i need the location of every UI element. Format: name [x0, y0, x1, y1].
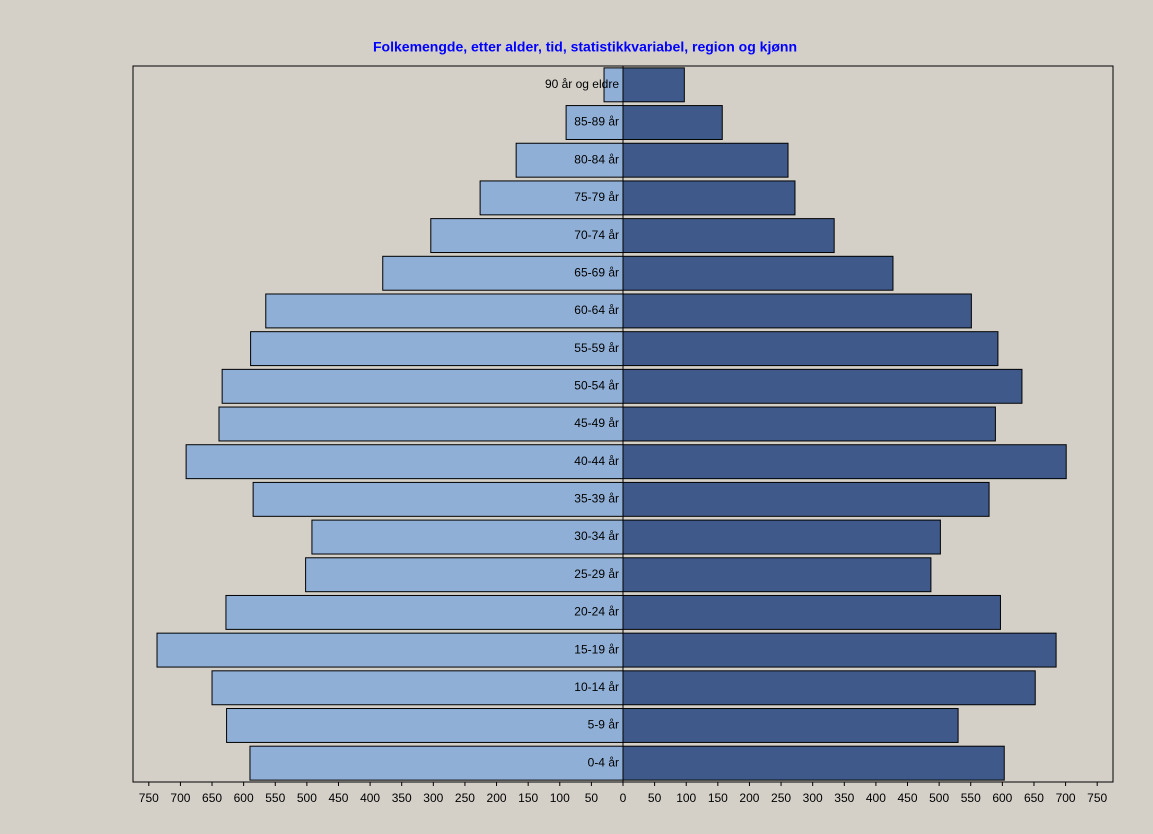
x-tick-label: 0 — [620, 791, 627, 805]
bar — [622, 331, 999, 367]
bar — [479, 180, 624, 216]
category-label: 45-49 år — [574, 416, 619, 430]
bar — [252, 481, 624, 517]
x-tick-label: 400 — [866, 791, 886, 805]
x-tick-label: 450 — [898, 791, 918, 805]
bar — [430, 218, 624, 254]
bar — [622, 632, 1057, 668]
category-label: 80-84 år — [574, 152, 619, 166]
x-tick-label: 700 — [1056, 791, 1076, 805]
category-label: 25-29 år — [574, 567, 619, 581]
category-label: 55-59 år — [574, 341, 619, 355]
category-label: 15-19 år — [574, 642, 619, 656]
x-tick-label: 600 — [234, 791, 254, 805]
category-label: 70-74 år — [574, 228, 619, 242]
bar — [622, 368, 1023, 404]
x-tick-label: 300 — [803, 791, 823, 805]
x-tick-label: 400 — [360, 791, 380, 805]
x-tick-label: 550 — [961, 791, 981, 805]
bar — [622, 67, 685, 103]
bar — [211, 670, 624, 706]
category-label: 90 år og eldre — [545, 77, 619, 91]
x-tick-label: 350 — [834, 791, 854, 805]
category-label: 5-9 år — [588, 718, 619, 732]
bar — [622, 745, 1005, 781]
category-label: 40-44 år — [574, 454, 619, 468]
bar — [622, 142, 789, 178]
x-tick-label: 500 — [297, 791, 317, 805]
category-label: 85-89 år — [574, 115, 619, 129]
x-tick-label: 50 — [585, 791, 599, 805]
category-label: 65-69 år — [574, 265, 619, 279]
x-tick-label: 750 — [1087, 791, 1107, 805]
category-label: 60-64 år — [574, 303, 619, 317]
x-tick-label: 450 — [328, 791, 348, 805]
x-tick-label: 650 — [1024, 791, 1044, 805]
bar — [250, 331, 624, 367]
bar — [622, 444, 1067, 480]
bar — [622, 708, 959, 743]
x-tick-label: 700 — [170, 791, 190, 805]
bar — [156, 632, 624, 668]
bar — [305, 557, 624, 593]
x-tick-label: 100 — [550, 791, 570, 805]
x-tick-label: 150 — [708, 791, 728, 805]
x-tick-label: 350 — [392, 791, 412, 805]
bar — [622, 670, 1036, 706]
x-tick-label: 250 — [771, 791, 791, 805]
x-tick-label: 100 — [676, 791, 696, 805]
category-label: 50-54 år — [574, 378, 619, 392]
bar — [185, 444, 624, 480]
x-tick-label: 600 — [992, 791, 1012, 805]
chart-title: Folkemengde, etter alder, tid, statistik… — [373, 39, 797, 55]
x-tick-label: 250 — [455, 791, 475, 805]
bar — [622, 180, 796, 216]
bar — [249, 745, 624, 781]
bar — [218, 406, 624, 442]
bar — [622, 105, 723, 140]
category-label: 30-34 år — [574, 529, 619, 543]
bar — [311, 519, 624, 555]
bar — [622, 406, 996, 442]
category-label: 20-24 år — [574, 605, 619, 619]
x-tick-label: 300 — [423, 791, 443, 805]
bar — [622, 481, 990, 517]
bar — [622, 293, 972, 329]
x-tick-label: 500 — [929, 791, 949, 805]
bar — [221, 368, 624, 404]
x-tick-label: 150 — [518, 791, 538, 805]
bar — [382, 255, 624, 291]
bar — [565, 105, 624, 140]
x-tick-label: 750 — [139, 791, 159, 805]
bar — [622, 594, 1001, 630]
bar — [622, 519, 941, 555]
bar — [265, 293, 624, 329]
x-tick-label: 650 — [202, 791, 222, 805]
category-label: 75-79 år — [574, 190, 619, 204]
category-label: 35-39 år — [574, 492, 619, 506]
category-label: 10-14 år — [574, 680, 619, 694]
bar — [622, 557, 932, 593]
x-tick-label: 200 — [739, 791, 759, 805]
bar — [622, 255, 894, 291]
x-tick-label: 550 — [265, 791, 285, 805]
bar — [225, 594, 624, 630]
bar — [622, 218, 835, 254]
bar — [226, 708, 624, 743]
x-tick-label: 200 — [487, 791, 507, 805]
category-label: 0-4 år — [588, 755, 619, 769]
x-tick-label: 50 — [648, 791, 662, 805]
